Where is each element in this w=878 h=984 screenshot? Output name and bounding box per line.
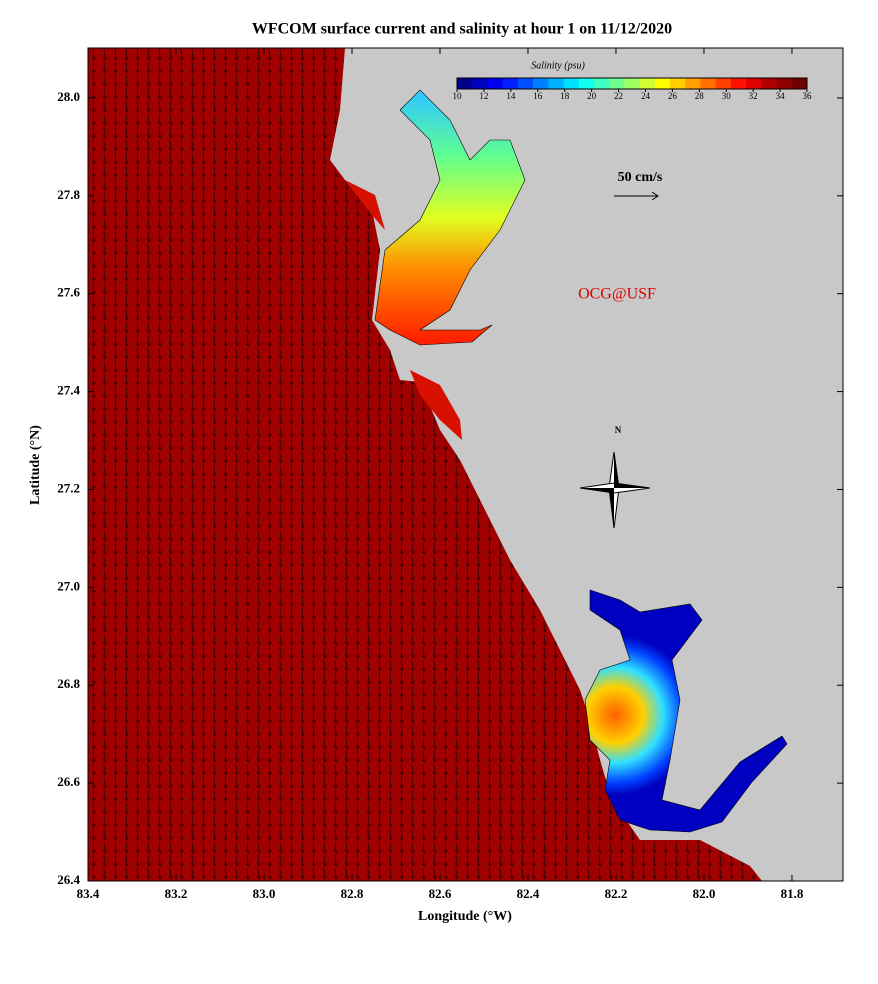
x-axis-label: Longitude (°W) [418, 909, 512, 924]
colorbar-cell [457, 78, 473, 89]
colorbar-cell [715, 78, 732, 89]
x-tick-label: 82.4 [517, 886, 540, 901]
colorbar-tick-label: 18 [560, 91, 570, 101]
colorbar-tick-label: 12 [479, 91, 488, 101]
colorbar-cell [593, 78, 610, 89]
colorbar-cell [761, 78, 778, 89]
colorbar-tick-label: 32 [749, 91, 758, 101]
x-tick-label: 82.8 [341, 886, 364, 901]
y-tick-label: 27.2 [57, 480, 80, 495]
y-tick-label: 26.8 [57, 676, 80, 691]
colorbar-cell [609, 78, 625, 89]
colorbar-tick-label: 28 [695, 91, 705, 101]
colorbar-cell [685, 78, 701, 89]
colorbar-tick-label: 30 [722, 91, 732, 101]
colorbar-label: Salinity (psu) [531, 60, 585, 71]
colorbar-tick-label: 36 [803, 91, 813, 101]
colorbar-tick-label: 16 [533, 91, 543, 101]
colorbar-cell [654, 78, 671, 89]
tampa-bay [374, 89, 526, 346]
compass [579, 451, 651, 529]
colorbar-cell [533, 78, 549, 89]
colorbar-cell [472, 78, 488, 89]
colorbar-cell [700, 78, 717, 89]
colorbar-tick-label: 24 [641, 91, 651, 101]
y-axis-label: Latitude (°N) [28, 425, 43, 505]
y-tick-label: 27.6 [57, 285, 80, 300]
map-frame [87, 47, 844, 882]
ocean [88, 48, 762, 881]
colorbar-cell [730, 78, 747, 89]
colorbar-cell [670, 78, 686, 89]
colorbar-tick-label: 20 [587, 91, 597, 101]
colorbar-cell [746, 78, 762, 89]
y-tick-label: 26.6 [57, 774, 80, 789]
colorbar-tick-label: 14 [506, 91, 516, 101]
x-tick-label: 83.4 [77, 886, 100, 901]
scale-label: 50 cm/s [618, 170, 663, 185]
x-tick-label: 83.2 [165, 886, 188, 901]
colorbar-cell [578, 78, 595, 89]
north-label: N [615, 425, 622, 435]
x-tick-label: 83.0 [253, 886, 276, 901]
colorbar-cell [639, 78, 656, 89]
colorbar-cell [776, 78, 793, 89]
colorbar-cell [517, 78, 534, 89]
colorbar-tick-label: 22 [614, 91, 623, 101]
colorbar-cell [563, 78, 580, 89]
y-tick-label: 28.0 [57, 89, 80, 104]
colorbar-tick-label: 34 [776, 91, 786, 101]
colorbar-cell [502, 78, 519, 89]
x-tick-label: 82.0 [693, 886, 716, 901]
y-tick-label: 27.0 [57, 578, 80, 593]
y-tick-label: 27.8 [57, 187, 80, 202]
x-tick-label: 81.8 [781, 886, 804, 901]
colorbar-cell [791, 78, 808, 89]
x-tick-label: 82.6 [429, 886, 452, 901]
colorbar-cell [487, 78, 504, 89]
colorbar-cell [624, 78, 641, 89]
title: WFCOM surface current and salinity at ho… [252, 21, 672, 38]
colorbar-tick-label: 10 [453, 91, 463, 101]
x-tick-label: 82.2 [605, 886, 628, 901]
credit: OCG@USF [578, 286, 656, 303]
colorbar-frame [456, 77, 808, 90]
colorbar-cell [548, 78, 565, 89]
charlotte-harbor [584, 589, 788, 833]
scale-arrow-head [651, 191, 659, 201]
y-tick-label: 26.4 [57, 872, 80, 887]
colorbar-tick-label: 26 [668, 91, 678, 101]
y-tick-label: 27.4 [57, 383, 80, 398]
